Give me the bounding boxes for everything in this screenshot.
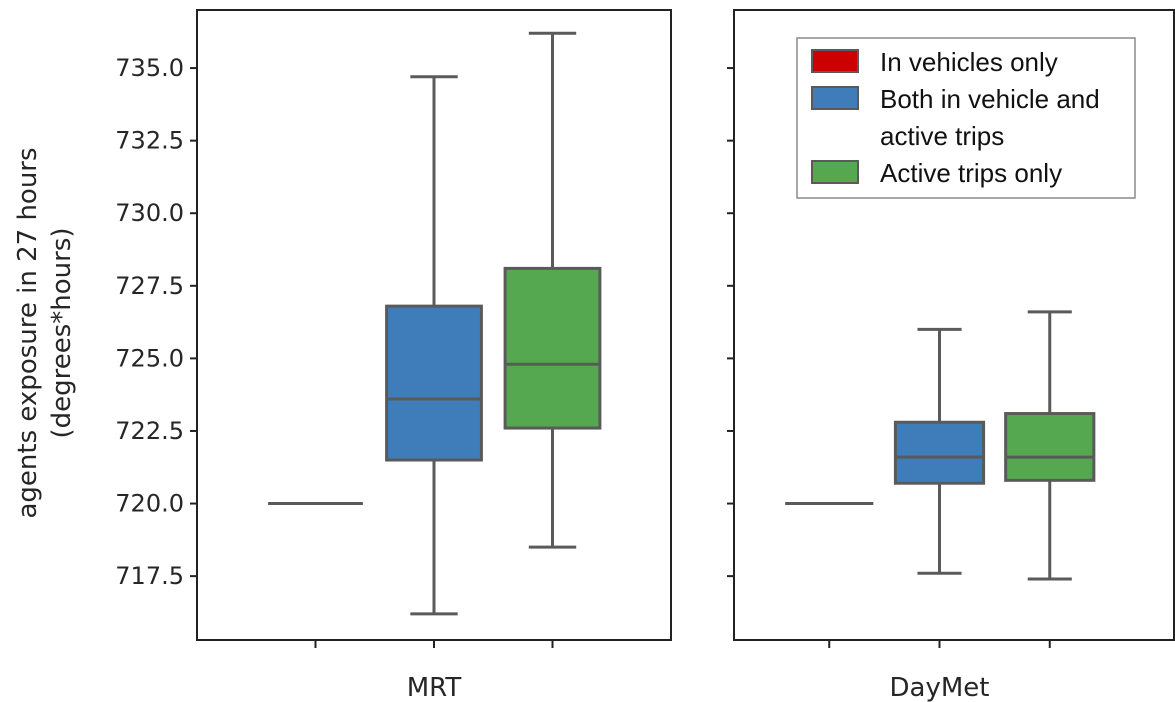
- y-tick-label: 727.5: [115, 272, 184, 300]
- y-tick-label: 720.0: [115, 490, 184, 518]
- iqr-box: [1004, 412, 1096, 482]
- box-both-in-vehicle-and-active-trips: [385, 75, 483, 616]
- y-tick-label: 735.0: [115, 54, 184, 82]
- legend-label: In vehicles only: [880, 47, 1058, 77]
- legend-swatch: [811, 160, 859, 184]
- legend: In vehicles only Both in vehicle and activ…: [796, 37, 1136, 199]
- box-active-trips-only: [1004, 310, 1096, 581]
- y-tick-label: 730.0: [115, 199, 184, 227]
- legend-label: Active trips only: [880, 158, 1062, 188]
- y-axis-title-line-1: agents exposure in 27 hours: [13, 147, 43, 518]
- legend-item: In vehicles only: [811, 47, 1058, 77]
- category-label: MRT: [407, 673, 462, 702]
- panel-mrt: 717.5 720.0 722.5 725.0 727.5 730.0 732.5 735.0…: [115, 9, 672, 702]
- panels: 717.5 720.0 722.5 725.0 727.5 730.0 732.5 735.0…: [115, 9, 1175, 702]
- y-axis-title: agents exposure in 27 hours (degrees*hou…: [13, 147, 77, 518]
- y-axis-title-line-2: (degrees*hours): [47, 227, 77, 438]
- legend-item: Both in vehicle and active trips: [811, 84, 1100, 151]
- legend-item: Active trips only: [811, 158, 1062, 188]
- y-tick-label: 725.0: [115, 344, 184, 372]
- y-tick-label: 722.5: [115, 417, 184, 445]
- legend-label: active trips: [880, 121, 1004, 151]
- legend-swatch: [811, 49, 859, 73]
- category-label: DayMet: [890, 673, 990, 702]
- y-tick-label: 717.5: [115, 562, 184, 590]
- panel-daymet: DayMet: [727, 9, 1175, 702]
- box-both-in-vehicle-and-active-trips: [893, 327, 986, 575]
- box-active-trips-only: [503, 31, 602, 549]
- iqr-box: [385, 304, 483, 462]
- iqr-box: [503, 266, 602, 430]
- plot-frame: [733, 9, 1175, 641]
- iqr-box: [893, 420, 986, 485]
- y-tick-label: 732.5: [115, 127, 184, 155]
- legend-label: Both in vehicle and: [880, 84, 1100, 114]
- legend-swatch: [811, 86, 859, 110]
